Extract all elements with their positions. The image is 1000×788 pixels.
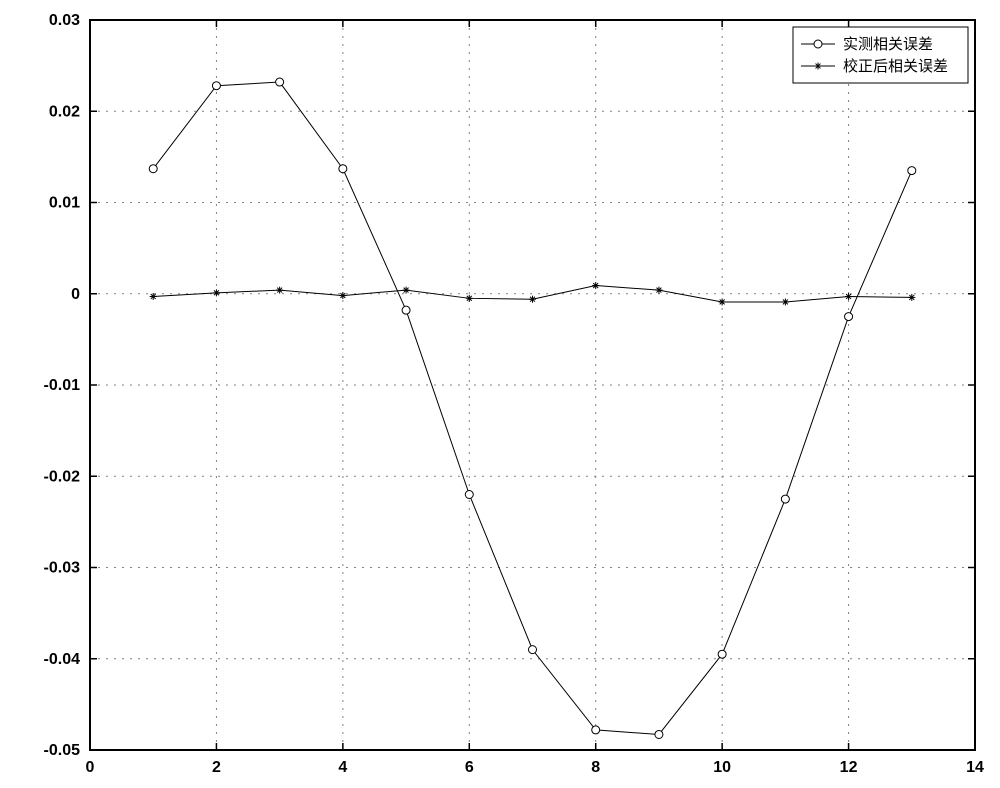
xtick-label: 6 <box>465 759 474 776</box>
legend-marker-circle <box>814 40 822 48</box>
ytick-label: -0.03 <box>44 560 81 577</box>
marker-circle <box>465 491 473 499</box>
marker-circle <box>655 730 663 738</box>
marker-circle <box>276 78 284 86</box>
xtick-label: 0 <box>86 759 95 776</box>
marker-circle <box>781 495 789 503</box>
marker-circle <box>402 306 410 314</box>
ytick-label: 0 <box>71 286 80 303</box>
legend-label: 实测相关误差 <box>843 36 933 53</box>
xtick-label: 8 <box>591 759 600 776</box>
marker-circle <box>212 82 220 90</box>
ytick-label: 0.02 <box>49 103 80 120</box>
xtick-label: 4 <box>338 759 347 776</box>
marker-circle <box>149 165 157 173</box>
ytick-label: -0.02 <box>44 468 81 485</box>
ytick-label: -0.05 <box>44 742 81 759</box>
marker-circle <box>592 726 600 734</box>
chart-container: 0 2 4 6 8 10 12 14 -0.05 -0.04 -0.03 -0.02 -0.01 0 0.0… <box>0 0 1000 788</box>
xtick-label: 14 <box>966 759 984 776</box>
legend-label: 校正后相关误差 <box>843 58 948 75</box>
chart-bg <box>0 0 1000 788</box>
marker-circle <box>718 650 726 658</box>
marker-circle <box>845 313 853 321</box>
marker-circle <box>339 165 347 173</box>
ytick-label: 0.03 <box>49 12 80 29</box>
line-chart: 0 2 4 6 8 10 12 14 -0.05 -0.04 -0.03 -0.02 -0.01 0 0.0… <box>0 0 1000 788</box>
marker-circle <box>908 167 916 175</box>
marker-circle <box>529 646 537 654</box>
ytick-label: -0.01 <box>44 377 81 394</box>
xtick-label: 2 <box>212 759 221 776</box>
xtick-label: 12 <box>840 759 858 776</box>
ytick-label: 0.01 <box>49 195 80 212</box>
ytick-label: -0.04 <box>44 651 81 668</box>
xtick-label: 10 <box>713 759 731 776</box>
legend: 实测相关误差校正后相关误差 <box>793 27 968 83</box>
